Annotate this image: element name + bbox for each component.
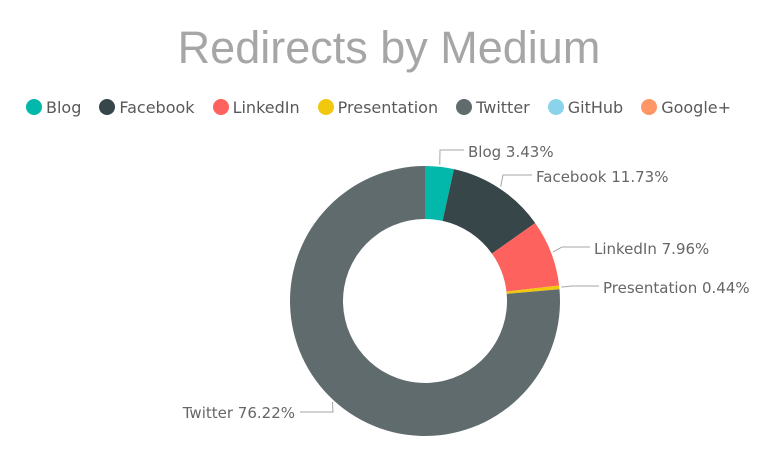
- legend-item-blog[interactable]: Blog: [26, 98, 81, 117]
- legend-swatch-presentation: [317, 99, 334, 115]
- data-label-blog: Blog 3.43%: [468, 143, 554, 161]
- chart-title: Redirects by Medium: [177, 22, 601, 73]
- leader-line-twitter: [300, 401, 334, 413]
- legend-item-facebook[interactable]: Facebook: [99, 97, 195, 117]
- legend-label-googleplus: Google+: [661, 97, 732, 117]
- legend-swatch-twitter: [456, 99, 473, 115]
- legend-item-twitter[interactable]: Twitter: [456, 98, 530, 117]
- legend-swatch-github: [547, 99, 564, 115]
- legend-swatch-facebook: [99, 99, 116, 115]
- slice-presentation[interactable]: [506, 285, 560, 294]
- leader-line-blog: [439, 149, 464, 165]
- legend-swatch-blog: [26, 99, 42, 115]
- legend-label-github: GitHub: [567, 97, 624, 117]
- slice-facebook[interactable]: [442, 169, 536, 254]
- legend-item-presentation[interactable]: Presentation: [317, 97, 439, 117]
- legend-label-facebook: Facebook: [119, 97, 195, 117]
- legend-item-googleplus[interactable]: Google+: [641, 98, 731, 117]
- data-label-presentation: Presentation 0.44%: [603, 279, 750, 297]
- legend-label-presentation: Presentation: [337, 97, 439, 117]
- legend-swatch-googleplus: [641, 99, 658, 115]
- legend-swatch-linkedin: [212, 99, 229, 115]
- leader-line-facebook: [500, 174, 532, 187]
- legend-label-blog: Blog: [46, 97, 82, 117]
- data-label-linkedin: LinkedIn 7.96%: [594, 240, 709, 258]
- legend-label-linkedin: LinkedIn: [232, 97, 300, 117]
- slice-blog[interactable]: [425, 166, 454, 221]
- legend-item-github[interactable]: GitHub: [547, 97, 624, 117]
- slice-twitter[interactable]: [289, 166, 560, 436]
- chart-legend: Blog Facebook LinkedIn Presentation Twit…: [26, 95, 749, 119]
- legend-item-linkedin[interactable]: LinkedIn: [212, 97, 300, 117]
- data-label-facebook: Facebook 11.73%: [536, 168, 668, 186]
- legend-label-twitter: Twitter: [476, 97, 530, 117]
- leader-line-linkedin: [552, 246, 590, 253]
- leader-line-presentation: [561, 285, 599, 288]
- data-label-twitter: Twitter 76.22%: [182, 404, 295, 422]
- slice-linkedin[interactable]: [491, 222, 560, 292]
